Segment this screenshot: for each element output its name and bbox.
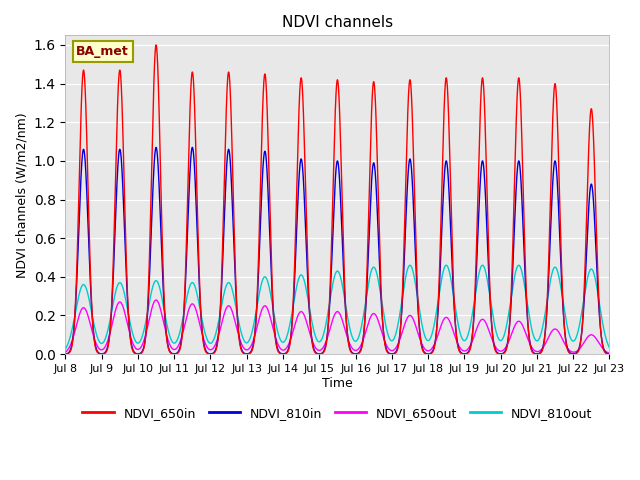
- X-axis label: Time: Time: [322, 377, 353, 390]
- NDVI_810out: [490, 317, 497, 323]
- NDVI_810out: [178, 321, 186, 327]
- NDVI_650out: [490, 341, 497, 347]
- Title: NDVI channels: NDVI channels: [282, 15, 393, 30]
- NDVI_810in: [172, 351, 180, 357]
- NDVI_650in: [61, 351, 69, 357]
- Y-axis label: NDVI channels (W/m2/nm): NDVI channels (W/m2/nm): [15, 112, 28, 277]
- NDVI_810in: [490, 340, 497, 346]
- NDVI_650in: [172, 351, 180, 357]
- NDVI_810out: [515, 263, 523, 268]
- NDVI_810in: [61, 351, 69, 357]
- Line: NDVI_650out: NDVI_650out: [65, 300, 609, 353]
- NDVI_810out: [61, 346, 69, 352]
- NDVI_810out: [172, 339, 180, 345]
- NDVI_810in: [265, 216, 273, 221]
- NDVI_650out: [61, 349, 69, 355]
- NDVI_810in: [604, 351, 611, 357]
- NDVI_810in: [605, 351, 613, 357]
- NDVI_650out: [172, 346, 180, 352]
- NDVI_650out: [604, 349, 611, 355]
- Text: BA_met: BA_met: [76, 45, 129, 58]
- NDVI_650in: [178, 336, 186, 342]
- NDVI_650out: [605, 350, 613, 356]
- NDVI_650in: [605, 351, 613, 357]
- Line: NDVI_810out: NDVI_810out: [65, 265, 609, 349]
- NDVI_810in: [178, 334, 186, 340]
- NDVI_650in: [490, 341, 497, 347]
- NDVI_650out: [178, 334, 186, 339]
- NDVI_650in: [413, 262, 420, 267]
- NDVI_810in: [152, 144, 160, 150]
- Line: NDVI_650in: NDVI_650in: [65, 45, 609, 354]
- NDVI_650out: [265, 311, 273, 316]
- NDVI_810out: [604, 340, 611, 346]
- NDVI_650in: [604, 351, 611, 357]
- NDVI_810in: [413, 276, 420, 282]
- NDVI_650out: [413, 325, 420, 331]
- Line: NDVI_810in: NDVI_810in: [65, 147, 609, 354]
- NDVI_650in: [152, 42, 160, 48]
- NDVI_650in: [265, 177, 273, 182]
- NDVI_810out: [265, 284, 273, 289]
- NDVI_650out: [152, 297, 160, 303]
- NDVI_810out: [413, 287, 420, 293]
- Legend: NDVI_650in, NDVI_810in, NDVI_650out, NDVI_810out: NDVI_650in, NDVI_810in, NDVI_650out, NDV…: [77, 402, 597, 425]
- NDVI_810out: [605, 345, 613, 350]
